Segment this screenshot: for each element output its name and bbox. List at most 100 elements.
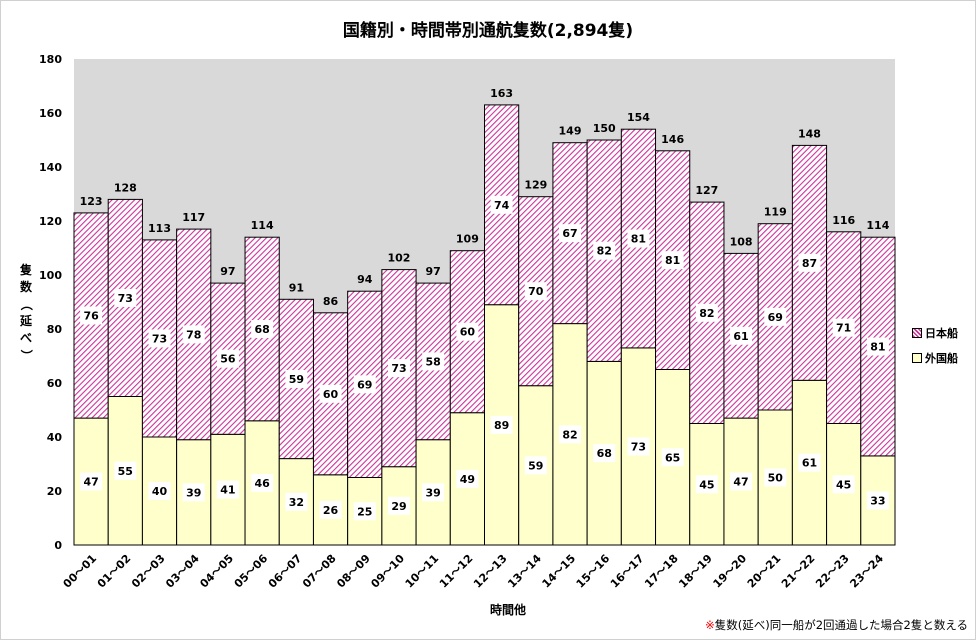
data-label-japanese-bg bbox=[490, 195, 513, 214]
data-label-japanese: 59 bbox=[289, 373, 304, 386]
data-label-japanese-bg bbox=[422, 352, 445, 371]
data-label-total: 97 bbox=[220, 265, 235, 278]
data-label-japanese-bg bbox=[353, 375, 376, 394]
legend-swatch-foreign bbox=[912, 352, 922, 363]
chart-title: 国籍別・時間帯別通航隻数(2,894隻) bbox=[342, 21, 634, 41]
data-label-japanese-bg bbox=[216, 349, 239, 368]
data-label-japanese-bg bbox=[593, 241, 616, 260]
data-label-foreign: 39 bbox=[186, 486, 201, 499]
data-label-japanese: 82 bbox=[699, 307, 714, 320]
data-label-japanese-bg bbox=[80, 306, 103, 325]
data-label-foreign: 59 bbox=[528, 459, 543, 472]
data-label-total: 127 bbox=[695, 184, 718, 197]
x-tick-label: 13～14 bbox=[505, 552, 544, 591]
y-axis-label: 隻数（延べ） bbox=[19, 263, 34, 362]
x-axis-label-text: 時間他 bbox=[489, 603, 526, 617]
x-tick-label: 11～12 bbox=[437, 552, 476, 591]
data-label-foreign: 68 bbox=[597, 447, 612, 460]
legend: 日本船 外国船 bbox=[912, 320, 958, 370]
data-label-foreign-bg bbox=[80, 472, 103, 491]
data-label-total: 86 bbox=[323, 295, 339, 308]
data-label-total: 149 bbox=[559, 125, 582, 138]
data-label-foreign: 45 bbox=[836, 478, 851, 491]
data-label-foreign: 26 bbox=[323, 504, 339, 517]
x-tick-label: 17～18 bbox=[642, 552, 681, 591]
x-tick-label: 15～16 bbox=[574, 552, 613, 591]
legend-label-japanese: 日本船 bbox=[925, 326, 958, 340]
x-tick-label: 01～02 bbox=[95, 552, 134, 591]
data-label-japanese-bg bbox=[524, 282, 547, 301]
data-label-total: 128 bbox=[114, 181, 137, 194]
data-label-foreign-bg bbox=[661, 448, 684, 467]
data-label-japanese-bg bbox=[182, 325, 205, 344]
x-tick-label: 21～22 bbox=[779, 552, 818, 591]
data-label-total: 94 bbox=[357, 273, 373, 286]
data-label-japanese-bg bbox=[866, 337, 889, 356]
bar-foreign bbox=[107, 396, 143, 546]
data-label-total: 146 bbox=[661, 133, 684, 146]
data-label-total: 148 bbox=[798, 127, 821, 140]
x-tick-label: 10～11 bbox=[403, 552, 442, 591]
x-tick-label: 12～13 bbox=[471, 552, 510, 591]
legend-label-foreign: 外国船 bbox=[925, 351, 958, 365]
data-label-total: 91 bbox=[289, 281, 304, 294]
data-label-foreign: 29 bbox=[391, 500, 406, 513]
data-label-foreign-bg bbox=[524, 456, 547, 475]
data-label-japanese: 60 bbox=[323, 388, 339, 401]
data-label-total: 108 bbox=[730, 235, 753, 248]
data-label-foreign: 49 bbox=[460, 473, 475, 486]
y-tick-label: 60 bbox=[47, 377, 63, 390]
x-tick-label: 23～24 bbox=[847, 552, 886, 591]
x-tick-label: 08～09 bbox=[334, 552, 373, 591]
y-tick-label: 20 bbox=[47, 485, 63, 498]
data-label-foreign-bg bbox=[490, 415, 513, 434]
data-label-japanese-bg bbox=[251, 320, 274, 338]
data-label-foreign: 47 bbox=[733, 476, 748, 489]
data-label-foreign: 47 bbox=[83, 476, 98, 489]
data-label-japanese: 60 bbox=[460, 326, 476, 339]
data-label-foreign: 33 bbox=[870, 494, 885, 507]
data-label-foreign: 50 bbox=[768, 472, 784, 485]
data-label-foreign: 61 bbox=[802, 457, 817, 470]
x-tick-label: 20～21 bbox=[745, 552, 784, 591]
data-label-japanese: 74 bbox=[494, 199, 510, 212]
data-label-japanese: 78 bbox=[186, 328, 201, 341]
data-label-japanese-bg bbox=[764, 307, 787, 326]
data-label-japanese: 82 bbox=[597, 245, 612, 258]
x-tick-label: 03～04 bbox=[163, 552, 202, 591]
data-label-foreign-bg bbox=[764, 468, 787, 487]
data-label-japanese: 71 bbox=[836, 322, 851, 335]
data-label-japanese-bg bbox=[627, 229, 650, 248]
x-tick-label: 02～03 bbox=[129, 552, 168, 591]
data-label-foreign: 25 bbox=[357, 505, 372, 518]
y-tick-label: 140 bbox=[39, 161, 62, 174]
data-label-japanese-bg bbox=[114, 288, 137, 307]
data-label-total: 113 bbox=[148, 222, 171, 235]
data-label-foreign-bg bbox=[422, 483, 445, 502]
data-label-foreign-bg bbox=[593, 444, 616, 463]
y-tick-label: 180 bbox=[39, 53, 62, 66]
data-label-total: 154 bbox=[627, 111, 650, 124]
data-label-foreign-bg bbox=[730, 472, 753, 491]
data-label-total: 119 bbox=[764, 206, 787, 219]
data-label-japanese-bg bbox=[319, 384, 342, 403]
data-label-foreign-bg bbox=[456, 469, 479, 488]
y-tick-label: 160 bbox=[39, 107, 62, 120]
data-label-japanese-bg bbox=[661, 251, 684, 270]
data-label-japanese-bg bbox=[387, 359, 410, 378]
data-label-foreign-bg bbox=[148, 482, 171, 500]
data-label-foreign-bg bbox=[387, 496, 410, 515]
data-label-foreign: 39 bbox=[426, 486, 441, 499]
data-label-total: 129 bbox=[524, 179, 547, 192]
data-label-total: 114 bbox=[866, 219, 889, 232]
data-label-total: 114 bbox=[251, 219, 274, 232]
data-label-japanese-bg bbox=[456, 322, 479, 341]
legend-item-foreign: 外国船 bbox=[912, 345, 958, 370]
x-tick-label: 06～07 bbox=[266, 552, 305, 591]
y-tick-label: 80 bbox=[47, 323, 63, 336]
data-label-foreign-bg bbox=[798, 453, 821, 472]
data-label-japanese: 73 bbox=[391, 362, 406, 375]
data-label-foreign: 32 bbox=[289, 496, 304, 509]
data-label-japanese-bg bbox=[695, 303, 718, 322]
